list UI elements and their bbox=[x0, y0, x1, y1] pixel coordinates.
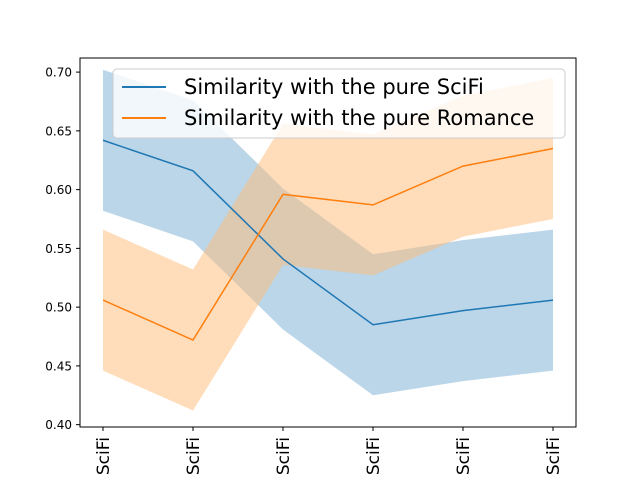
x-tick-label: SciFi bbox=[94, 437, 114, 475]
x-axis: SciFi SciFi SciFi SciFi SciFi SciFi bbox=[94, 427, 564, 475]
legend-label-scifi: Similarity with the pure SciFi bbox=[184, 75, 484, 99]
y-tick-label: 0.45 bbox=[45, 359, 72, 373]
series-lines bbox=[102, 139, 554, 341]
y-tick-label: 0.65 bbox=[45, 124, 72, 138]
y-tick-label: 0.70 bbox=[45, 66, 72, 80]
x-tick-label: SciFi bbox=[184, 437, 204, 475]
x-tick-label: SciFi bbox=[454, 437, 474, 475]
line-romance bbox=[102, 147, 554, 341]
y-axis: 0.40 0.45 0.50 0.55 0.60 0.65 0.70 bbox=[45, 66, 80, 432]
x-tick-label: SciFi bbox=[364, 437, 384, 475]
x-tick-label: SciFi bbox=[274, 437, 294, 475]
y-tick-label: 0.40 bbox=[45, 418, 72, 432]
band-romance bbox=[103, 77, 553, 411]
legend-box bbox=[112, 68, 566, 139]
x-tick-label: SciFi bbox=[544, 437, 564, 475]
plot-area-frame bbox=[79, 57, 577, 428]
line-scifi bbox=[102, 139, 554, 326]
legend: Similarity with the pure SciFi Similarity… bbox=[112, 68, 566, 139]
y-tick-label: 0.50 bbox=[45, 301, 72, 315]
y-tick-label: 0.60 bbox=[45, 183, 72, 197]
y-tick-label: 0.55 bbox=[45, 242, 72, 256]
legend-label-romance: Similarity with the pure Romance bbox=[184, 106, 534, 130]
